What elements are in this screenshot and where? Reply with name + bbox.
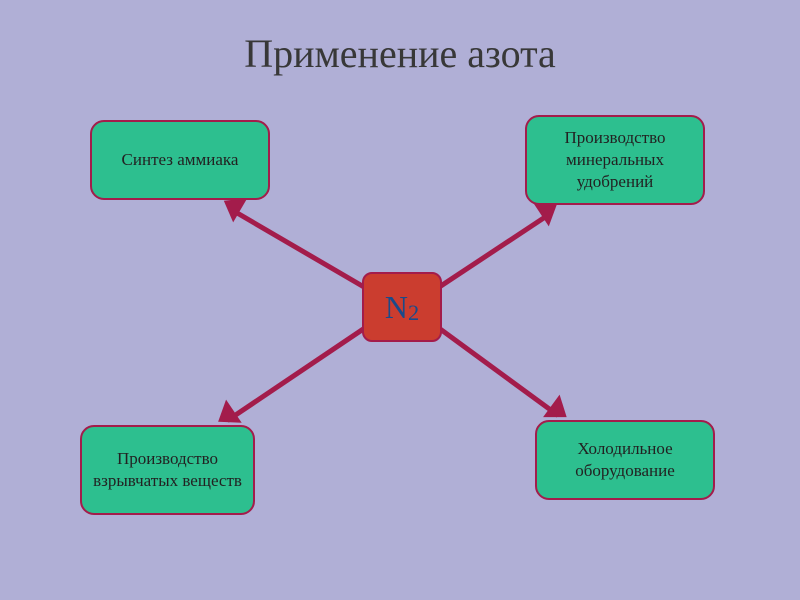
center-label-main: N	[385, 289, 408, 326]
outer-node-label: Синтез аммиака	[122, 149, 239, 171]
outer-node-label: Производство минеральных удобрений	[527, 127, 703, 193]
arrow-to-tr	[433, 213, 550, 293]
outer-node-label: Производство взрывчатых веществ	[82, 448, 253, 492]
outer-node-label: Холодильное оборудование	[537, 438, 713, 482]
arrow-to-bl	[226, 322, 372, 422]
center-label-sub: 2	[408, 300, 419, 326]
arrow-to-tl	[232, 208, 371, 292]
outer-node-bottom-right: Холодильное оборудование	[535, 420, 715, 500]
center-node-n2: N2	[362, 272, 442, 342]
outer-node-top-right: Производство минеральных удобрений	[525, 115, 705, 205]
diagram-title: Применение азота	[0, 30, 800, 77]
arrow-to-br	[433, 322, 560, 417]
outer-node-bottom-left: Производство взрывчатых веществ	[80, 425, 255, 515]
outer-node-top-left: Синтез аммиака	[90, 120, 270, 200]
